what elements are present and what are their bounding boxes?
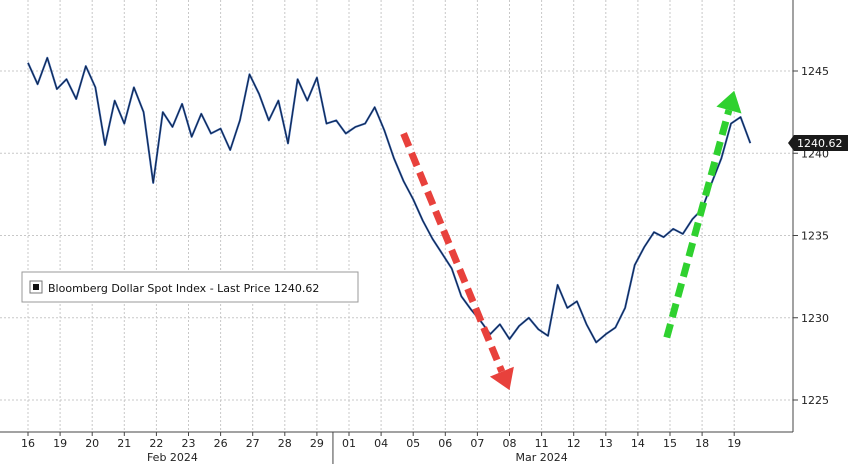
legend-swatch-inner	[33, 284, 39, 290]
arrows-layer	[400, 90, 742, 391]
x-tick-label: 15	[663, 437, 677, 450]
x-tick-label: 20	[85, 437, 99, 450]
month-label: Mar 2024	[515, 451, 567, 464]
x-tick-label: 13	[599, 437, 613, 450]
x-tick-label: 28	[278, 437, 292, 450]
down-arrow-shaft	[400, 132, 506, 373]
series-layer	[27, 56, 752, 344]
up-arrow-shaft	[663, 109, 733, 339]
month-label: Feb 2024	[147, 451, 198, 464]
x-tick-label: 05	[406, 437, 420, 450]
x-tick-label: 08	[503, 437, 517, 450]
x-tick-label: 21	[117, 437, 131, 450]
x-tick-label: 26	[214, 437, 228, 450]
x-tick-label: 22	[149, 437, 163, 450]
x-tick-label: 12	[567, 437, 581, 450]
x-tick-label: 27	[246, 437, 260, 450]
x-tick-label: 16	[21, 437, 35, 450]
legend-box	[21, 271, 359, 303]
legend: Bloomberg Dollar Spot Index - Last Price…	[21, 271, 359, 303]
last-price-tag: 1240.62	[788, 135, 848, 151]
x-tick-label: 11	[535, 437, 549, 450]
x-tick-label: 07	[470, 437, 484, 450]
x-tick-label: 19	[727, 437, 741, 450]
x-tick-label: 29	[310, 437, 324, 450]
grid	[0, 0, 793, 432]
y-tick-label: 1245	[801, 65, 829, 78]
x-tick-label: 18	[695, 437, 709, 450]
x-tick-label: 19	[53, 437, 67, 450]
y-tick-label: 1230	[801, 312, 829, 325]
down-arrow-head	[489, 366, 514, 391]
x-tick-label: 14	[631, 437, 645, 450]
x-tick-label: 23	[182, 437, 196, 450]
y-tick-label: 1225	[801, 394, 829, 407]
y-tick-label: 1235	[801, 230, 829, 243]
last-price-tag-text: 1240.62	[797, 137, 843, 150]
legend-label: Bloomberg Dollar Spot Index - Last Price…	[48, 282, 319, 295]
up-arrow-head	[716, 90, 742, 114]
x-tick-label: 04	[374, 437, 388, 450]
x-tick-label: 06	[438, 437, 452, 450]
x-tick-label: 01	[342, 437, 356, 450]
series-line-core	[27, 57, 751, 343]
last-price-tag-bg	[788, 135, 848, 151]
